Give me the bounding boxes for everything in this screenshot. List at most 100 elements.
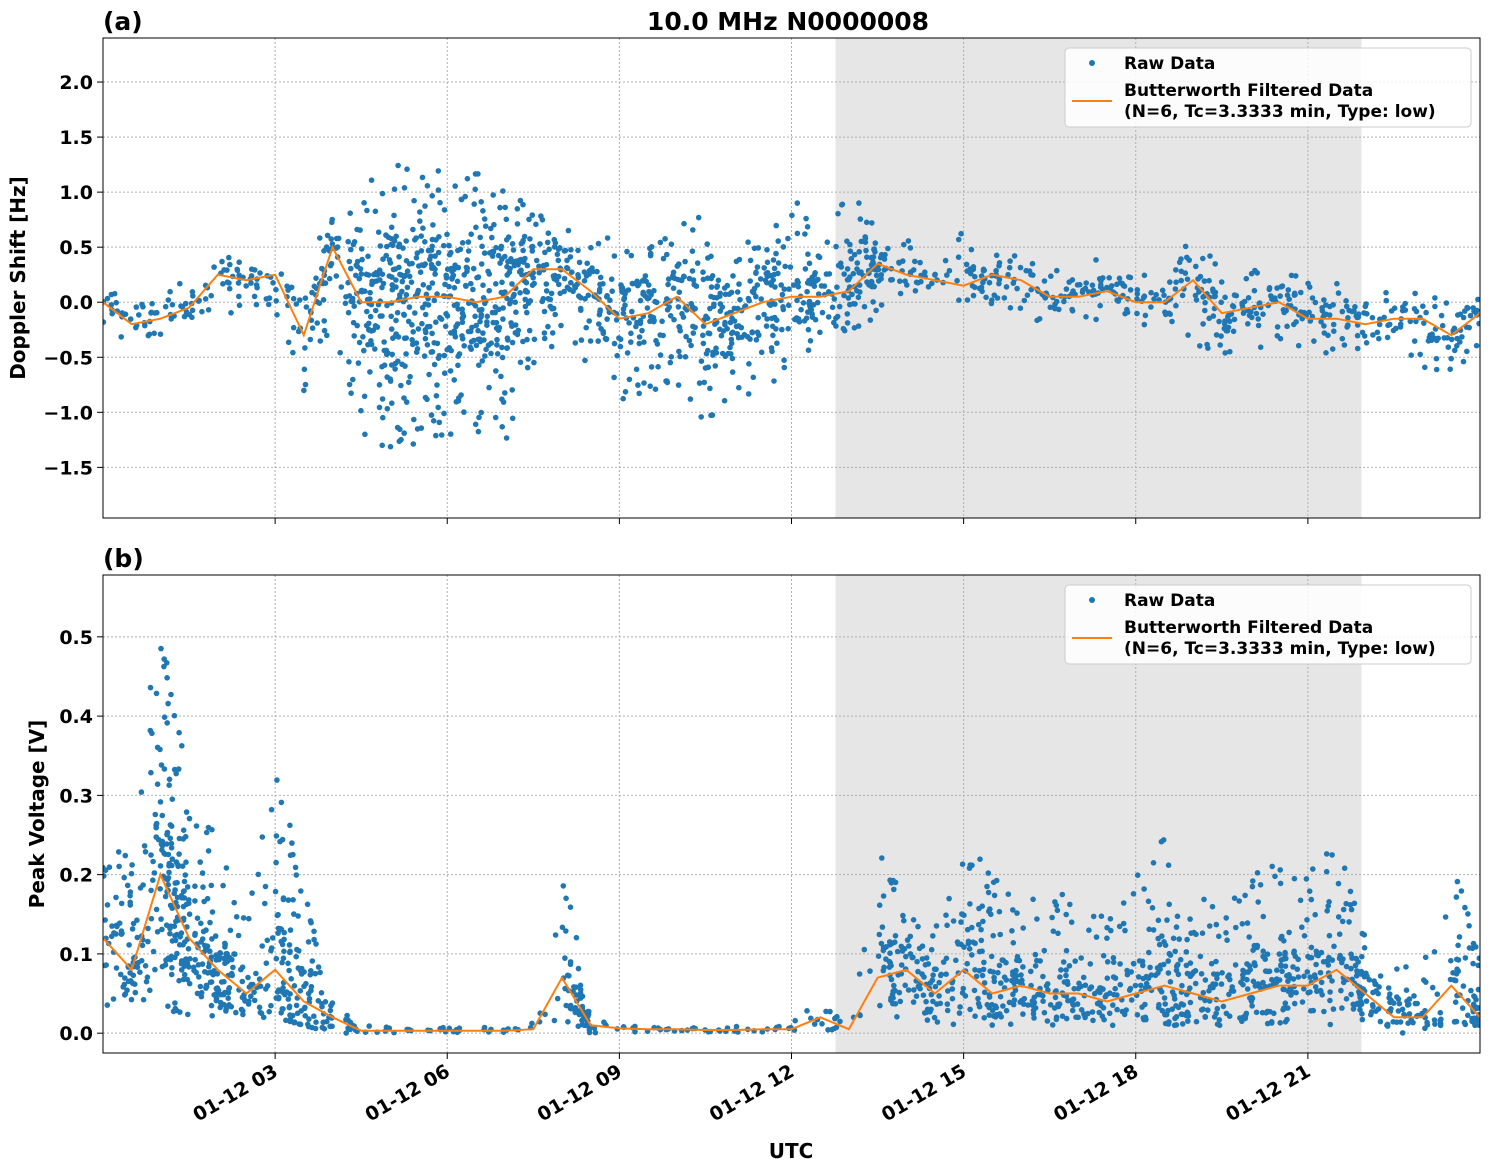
raw-data-point [1306,309,1312,316]
legend-filtered-params: (N=6, Tc=3.3333 min, Type: low) [1124,639,1436,659]
raw-data-point [202,942,208,949]
raw-data-point [180,976,187,983]
raw-data-point [486,271,493,277]
raw-data-point [539,298,545,305]
raw-data-point [305,1021,311,1028]
raw-data-point [1122,927,1128,934]
raw-data-point [413,254,420,261]
raw-data-point [823,1008,829,1015]
raw-data-point [1057,974,1063,980]
raw-data-point [1388,997,1394,1003]
raw-data-point [1085,1010,1091,1017]
raw-data-point [878,302,885,308]
raw-data-point [1000,1003,1006,1009]
raw-data-point [536,269,542,276]
raw-data-point [345,238,352,245]
raw-data-point [856,200,862,206]
raw-data-point [972,273,978,280]
raw-data-point [480,208,486,214]
raw-data-point [121,874,127,881]
raw-data-point [172,880,179,886]
raw-data-point [387,260,394,266]
raw-data-point [397,426,403,433]
raw-data-point [290,897,296,903]
raw-data-point [514,221,521,227]
raw-data-point [1369,314,1376,321]
raw-data-point [920,992,927,998]
raw-data-point [915,968,921,975]
raw-data-point [542,249,548,256]
raw-data-point [942,257,949,264]
raw-data-point [665,281,671,288]
raw-data-point [444,231,450,238]
legend-raw-marker [1089,597,1095,603]
raw-data-point [1230,328,1237,335]
raw-data-point [1104,975,1111,981]
raw-data-point [1321,323,1327,329]
raw-data-point [1210,286,1216,293]
raw-data-point [1150,860,1157,866]
y-axis-label-a: Doppler Shift [Hz] [6,176,30,380]
raw-data-point [878,251,885,258]
raw-data-point [379,190,386,197]
raw-data-point [764,316,770,322]
raw-data-point [1433,355,1440,362]
raw-data-point [1386,321,1393,328]
raw-data-point [755,245,762,251]
raw-data-point [922,269,928,276]
raw-data-point [719,350,726,357]
raw-data-point [253,301,260,308]
raw-data-point [1173,1014,1180,1020]
raw-data-point [1308,1008,1314,1014]
raw-data-point [1064,981,1071,987]
raw-data-point [1212,981,1219,987]
raw-data-point [1200,255,1206,262]
raw-data-point [705,364,711,371]
raw-data-point [1128,969,1134,975]
raw-data-point [1260,913,1267,920]
raw-data-point [1101,1016,1107,1023]
raw-data-point [1437,1022,1444,1029]
raw-data-point [1437,1009,1444,1016]
raw-data-point [1260,311,1266,318]
raw-data-point [1044,1018,1051,1024]
raw-data-point [113,931,119,937]
raw-data-point [428,261,435,268]
raw-data-point [1460,314,1467,321]
raw-data-point [320,297,327,303]
raw-data-point [1323,302,1329,308]
raw-data-point [751,285,758,292]
raw-data-point [1001,295,1008,301]
raw-data-point [446,242,452,249]
raw-data-point [971,987,978,994]
raw-data-point [347,210,354,216]
raw-data-point [1277,867,1283,873]
raw-data-point [670,285,677,292]
raw-data-point [1134,296,1140,302]
raw-data-point [183,809,190,815]
raw-data-point [225,989,232,996]
raw-data-point [288,976,295,982]
raw-data-point [379,313,385,319]
raw-data-point [957,1004,963,1010]
raw-data-point [303,980,309,987]
raw-data-point [278,1010,285,1016]
raw-data-point [1148,304,1154,310]
raw-data-point [1359,953,1365,960]
raw-data-point [500,316,506,322]
raw-data-point [867,968,873,974]
raw-data-point [1146,949,1152,956]
raw-data-point [379,442,386,449]
raw-data-point [919,971,925,977]
raw-data-point [291,983,298,989]
raw-data-point [176,942,183,948]
raw-data-point [734,289,741,295]
raw-data-point [484,319,490,325]
raw-data-point [665,276,672,282]
raw-data-point [392,366,398,372]
raw-data-point [1206,923,1213,929]
raw-data-point [667,359,674,366]
raw-data-point [1357,994,1363,1001]
raw-data-point [1452,999,1459,1005]
raw-data-point [1201,278,1208,284]
